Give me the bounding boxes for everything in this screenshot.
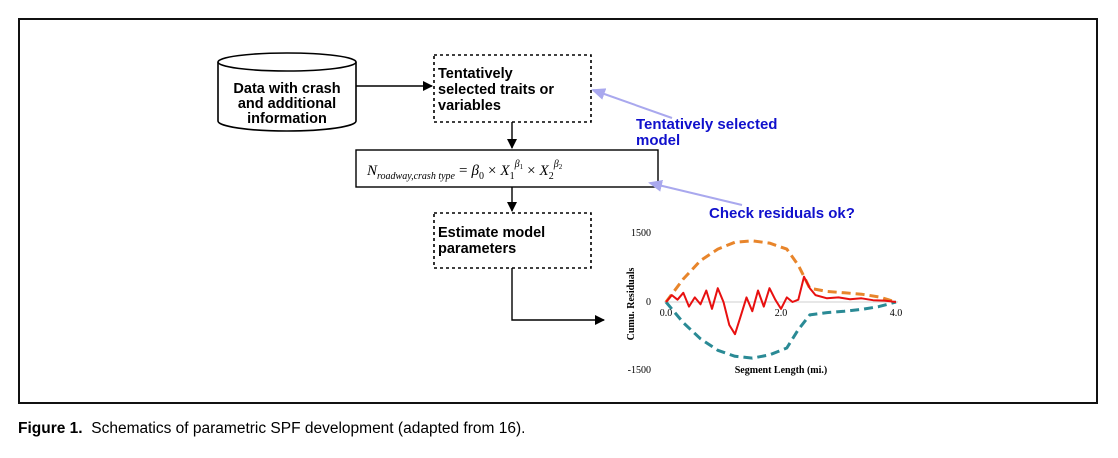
x-tick-label: 4.0 xyxy=(890,308,903,319)
chart-series-line-0 xyxy=(664,239,897,304)
y-axis-label: Cumu. Residuals xyxy=(626,268,637,341)
data-node-top xyxy=(217,52,357,72)
chart-series-line-2 xyxy=(665,275,897,336)
estimate-node-line: Estimate model xyxy=(438,225,545,241)
formula-node-box xyxy=(355,149,659,188)
caption-label: Figure 1. xyxy=(18,420,83,437)
y-tick-label: 1500 xyxy=(631,228,651,239)
traits-node-line: selected traits or xyxy=(438,82,554,98)
arrow-note-residuals xyxy=(648,179,743,206)
note-model-line: model xyxy=(636,132,680,149)
data-node-cylinder xyxy=(217,62,357,132)
estimate-node: Estimate model parameters xyxy=(433,212,592,269)
residual-chart: 1500 0 -1500 0.0 2.0 4.0 Cumu. Residuals… xyxy=(626,228,902,376)
chart-series-group xyxy=(664,239,897,360)
formula-node: Nroadway,crash type = β0 × X1β1 × X2β2 xyxy=(355,149,659,188)
traits-node: Tentatively selected traits or variables xyxy=(433,54,592,123)
traits-node-line: Tentatively xyxy=(438,66,513,82)
data-node-line: Data with crash xyxy=(233,81,340,97)
y-tick-label: 0 xyxy=(646,297,651,308)
note-model-line: Tentatively selected xyxy=(636,116,777,133)
chart-series-line-1 xyxy=(664,300,897,360)
figure-caption: Figure 1. Schematics of parametric SPF d… xyxy=(18,420,525,438)
x-axis-label: Segment Length (mi.) xyxy=(735,365,828,376)
data-node-line: information xyxy=(247,111,327,127)
x-tick-label: 0.0 xyxy=(660,308,673,319)
data-node: Data with crash and additional informati… xyxy=(217,52,357,132)
arrow-note-model xyxy=(591,88,673,119)
arrow-estimate-to-chart xyxy=(511,268,605,325)
figure-frame xyxy=(18,18,1098,404)
traits-node-line: variables xyxy=(438,98,501,114)
x-tick-label: 2.0 xyxy=(775,308,788,319)
data-node-line: and additional xyxy=(238,96,336,112)
estimate-node-line: parameters xyxy=(438,241,516,257)
caption-text: Schematics of parametric SPF development… xyxy=(91,420,526,437)
formula-text: Nroadway,crash type = β0 × X1β1 × X2β2 xyxy=(366,159,563,182)
y-tick-label: -1500 xyxy=(628,365,651,376)
diagram: Data with crash and additional informati… xyxy=(217,52,902,376)
note-residuals: Check residuals ok? xyxy=(709,205,855,222)
